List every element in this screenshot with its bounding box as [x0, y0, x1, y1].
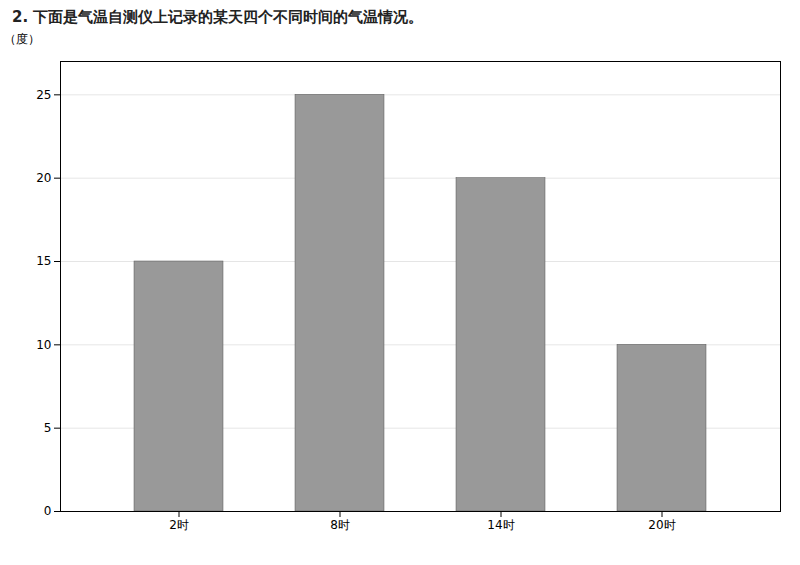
svg-text:5: 5 — [44, 421, 52, 435]
html-text:2. 下面是气温自测仪上记录的某天四个不同时间的气温情况。: 2. 下面是气温自测仪上记录的某天四个不同时间的气温情况。 — [12, 8, 424, 26]
svg-text:8时: 8时 — [330, 518, 350, 532]
svg-text:20: 20 — [36, 171, 51, 185]
svg-text:2时: 2时 — [169, 518, 189, 532]
svg-text:20时: 20时 — [648, 518, 675, 532]
svg-text:15: 15 — [36, 254, 51, 268]
svg-text:25: 25 — [36, 88, 51, 102]
svg-text:14时: 14时 — [487, 518, 514, 532]
svg-text:0: 0 — [44, 504, 52, 518]
svg-text:10: 10 — [36, 338, 51, 352]
svg-text:（度）: （度） — [4, 32, 40, 46]
